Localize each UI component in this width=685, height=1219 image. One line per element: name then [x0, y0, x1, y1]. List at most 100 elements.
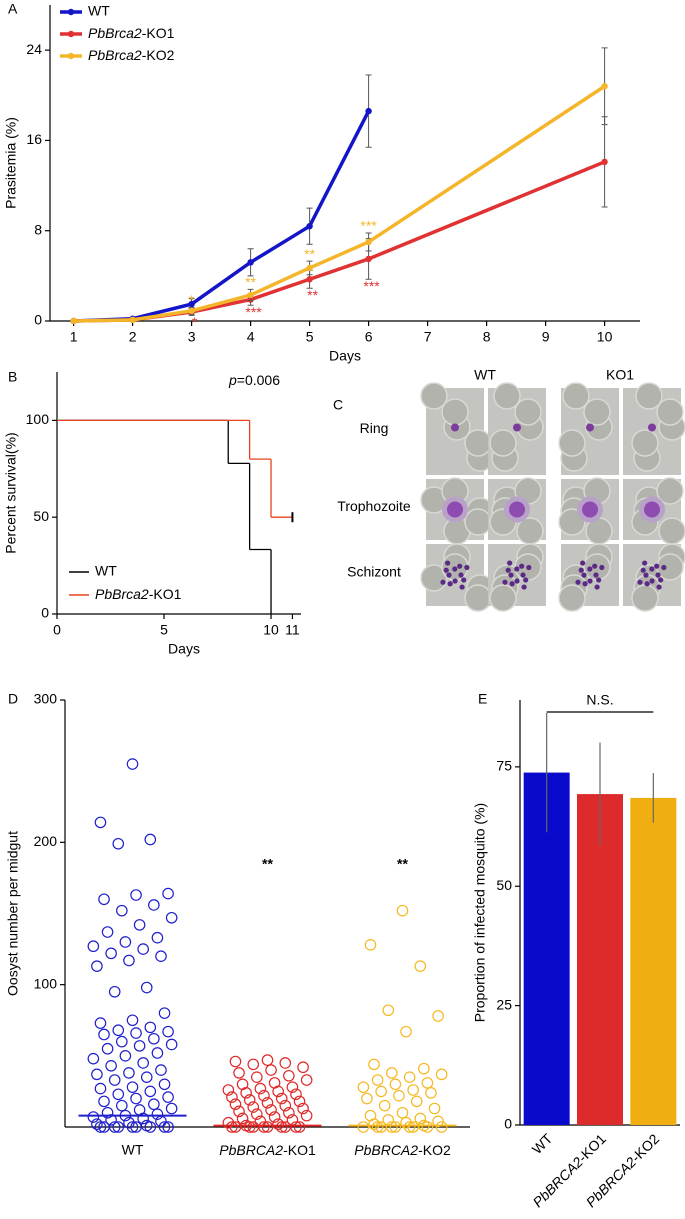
x-tick-label: 3 — [188, 329, 196, 345]
merozoite — [599, 564, 605, 571]
data-point — [155, 950, 167, 962]
red-blood-cell — [558, 429, 586, 457]
red-blood-cell — [514, 398, 542, 426]
significance: ** — [262, 856, 273, 872]
merozoite — [582, 581, 588, 587]
x-tick-label: PbBRCA2-KO2 — [354, 1142, 451, 1158]
data-point — [112, 837, 125, 850]
red-blood-cell — [656, 553, 684, 581]
red-blood-cell — [656, 477, 684, 505]
parasite — [451, 423, 459, 432]
merozoite — [508, 572, 514, 578]
data-point — [283, 1106, 295, 1119]
data-point — [126, 1081, 139, 1093]
red-blood-cell — [558, 584, 586, 612]
column-label: KO1 — [606, 367, 634, 383]
data-point — [371, 1121, 384, 1133]
data-point — [130, 889, 142, 901]
data-point — [148, 1098, 160, 1111]
x-axis-title: Days — [168, 641, 200, 657]
parasite — [509, 501, 525, 518]
merozoite — [440, 579, 446, 585]
parasite — [644, 501, 660, 518]
significance: ** — [397, 856, 408, 872]
data-point — [435, 1121, 448, 1133]
x-tick-label: PbBRCA2-KO1 — [219, 1142, 316, 1158]
data-point — [162, 1121, 174, 1133]
data-point — [87, 940, 100, 953]
data-point — [240, 1087, 252, 1099]
y-tick-label: 8 — [34, 221, 42, 237]
merozoite — [658, 577, 664, 583]
merozoite — [452, 578, 458, 584]
y-tick-label: 50 — [496, 877, 512, 893]
merozoite — [596, 577, 602, 583]
x-tick-label: 4 — [247, 329, 255, 345]
data-point — [279, 1121, 292, 1133]
p-value: p=0.006 — [228, 372, 280, 388]
data-point — [432, 1010, 444, 1022]
data-point — [243, 1094, 256, 1106]
merozoite — [578, 567, 584, 573]
data-point — [119, 936, 132, 948]
data-point — [368, 1118, 380, 1130]
point — [306, 223, 313, 230]
x-tick-label: 10 — [597, 329, 613, 345]
data-point — [140, 981, 153, 994]
point — [365, 107, 372, 115]
x-tick-label: 2 — [129, 329, 137, 345]
data-point — [293, 1121, 306, 1133]
merozoite — [649, 566, 655, 572]
merozoite — [523, 577, 529, 583]
x-tick-label: 5 — [160, 622, 168, 638]
data-point — [165, 911, 178, 924]
data-point — [126, 758, 139, 770]
merozoite — [446, 572, 452, 578]
data-point — [393, 1089, 405, 1102]
point — [247, 259, 254, 266]
parasite — [582, 501, 598, 518]
red-blood-cell — [562, 382, 590, 410]
data-point — [158, 1007, 171, 1019]
red-blood-cell — [464, 584, 492, 612]
parasite — [586, 423, 594, 432]
series-line — [73, 110, 371, 323]
data-point — [137, 943, 149, 955]
data-point — [268, 1111, 281, 1123]
panel-letter: A — [8, 1, 18, 17]
panel-letter: E — [478, 691, 487, 707]
data-point — [87, 1111, 100, 1123]
point — [188, 300, 195, 308]
data-point — [418, 1062, 430, 1075]
data-point — [151, 1108, 164, 1120]
data-point — [261, 1121, 274, 1133]
data-point — [247, 1121, 260, 1133]
data-point — [233, 1067, 245, 1079]
red-blood-cell — [489, 584, 517, 612]
data-point — [108, 985, 121, 998]
data-point — [116, 1099, 128, 1112]
data-point — [158, 1078, 171, 1091]
red-blood-cell — [464, 508, 492, 536]
data-point — [386, 1067, 398, 1079]
red-blood-cell — [658, 517, 685, 545]
y-tick-label: 100 — [34, 975, 58, 991]
data-point — [236, 1112, 249, 1125]
column-label: WT — [474, 367, 496, 383]
red-blood-cell — [631, 584, 659, 612]
micrograph-panel: C WT KO1 Ring Trophozoite Schizont — [333, 367, 685, 612]
data-point — [265, 1104, 277, 1116]
point — [188, 307, 195, 315]
data-point — [364, 939, 377, 951]
merozoite — [505, 567, 511, 573]
legend-marker — [67, 52, 75, 60]
legend-marker — [67, 8, 75, 16]
red-blood-cell — [635, 382, 663, 410]
data-point — [400, 1025, 412, 1038]
panel-letter: C — [333, 397, 343, 413]
data-point — [275, 1121, 288, 1133]
merozoite — [457, 563, 463, 569]
data-point — [290, 1088, 302, 1101]
parasite — [513, 423, 521, 432]
data-point — [378, 1099, 391, 1112]
